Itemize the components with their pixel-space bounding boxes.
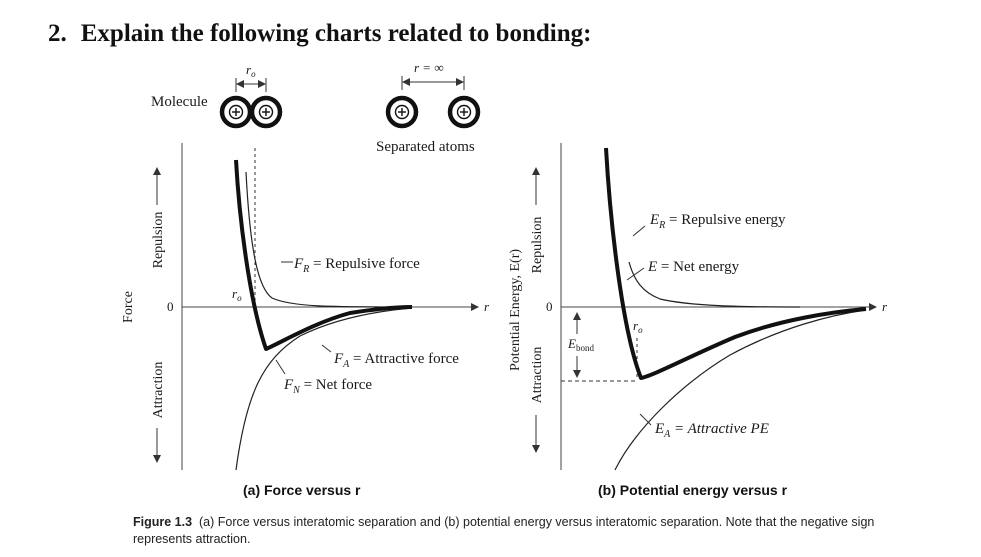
figure-caption: Figure 1.3 (a) Force versus interatomic … [133,514,923,548]
svg-text:Repulsion: Repulsion [530,217,545,274]
chart-a-r0-label: ro [232,286,242,303]
chart-b-ea-label: EA = Attractive PE [654,421,769,440]
chart-a-fa-leader [321,344,332,353]
separated-atom-left [385,95,419,129]
svg-text:Repulsion: Repulsion [151,212,166,269]
chart-b-repulsion-label: Repulsion [530,217,545,274]
chart-b-r0-label: ro [633,318,643,335]
molecule-atom-left [219,95,253,129]
chart-b-ebond-label: Ebond [567,336,594,353]
chart-b-energy: r 0 Potential Energy, E(r) Repulsion Att… [508,143,888,471]
chart-b-caption: (b) Potential energy versus r [598,482,788,498]
chart-a-fn-leader [275,359,286,375]
figure-caption-text: (a) Force versus interatomic separation … [133,515,875,546]
chart-a-y-title: Force [121,291,136,323]
chart-b-attractive-energy-curve [614,309,867,471]
r-infinity-label: r = ∞ [414,60,444,75]
chart-a-repulsion-label: Repulsion [151,212,166,269]
chart-b-er-leader [632,225,646,237]
svg-text:Potential Energy, E(r): Potential Energy, E(r) [508,249,523,371]
chart-b-x-label: r [882,299,888,314]
chart-a-net-force-curve [234,159,413,351]
chart-b-e-leader [626,267,645,281]
chart-a-repulsive-force-curve [245,171,413,308]
figure-caption-label: Figure 1.3 [133,515,193,529]
question-heading: 2. Explain the following charts related t… [48,20,591,48]
molecule-label: Molecule [151,94,208,110]
chart-a-x-label: r [484,299,490,314]
chart-a-fa-label: FA = Attractive force [333,351,459,370]
molecule-r0-dimension: ro [235,62,267,92]
chart-a-caption: (a) Force versus r [243,482,361,498]
svg-text:Force: Force [121,291,136,323]
question-text: Explain the following charts related to … [80,20,592,47]
r-infinity-dimension: r = ∞ [401,60,465,90]
chart-b-y-title: Potential Energy, E(r) [508,249,523,371]
chart-a-fr-label: FR = Repulsive force [293,256,420,275]
question-number: 2. [48,20,67,47]
separated-atoms-label: Separated atoms [376,139,475,155]
chart-b-ea-leader [639,413,652,426]
chart-a-attractive-force-curve [235,307,413,471]
chart-a-attraction-label: Attraction [151,362,166,419]
chart-b-e-label: E = Net energy [647,259,740,275]
top-illustration: Molecule ro [151,60,481,155]
chart-b-er-label: ER = Repulsive energy [649,212,786,231]
separated-atom-right [447,95,481,129]
chart-a-zero-label: 0 [167,299,174,314]
chart-b-attraction-label: Attraction [530,347,545,404]
top-r0-label: ro [246,62,256,79]
svg-text:Attraction: Attraction [151,362,166,419]
molecule-atom-right [249,95,283,129]
chart-a-fn-label: FN = Net force [283,377,372,396]
chart-b-zero-label: 0 [546,299,553,314]
svg-text:Attraction: Attraction [530,347,545,404]
chart-b-repulsive-energy-curve [628,261,801,308]
chart-b-net-energy-curve [604,147,867,380]
chart-a-force: r 0 Force Repulsion Attraction ro F [121,143,490,471]
